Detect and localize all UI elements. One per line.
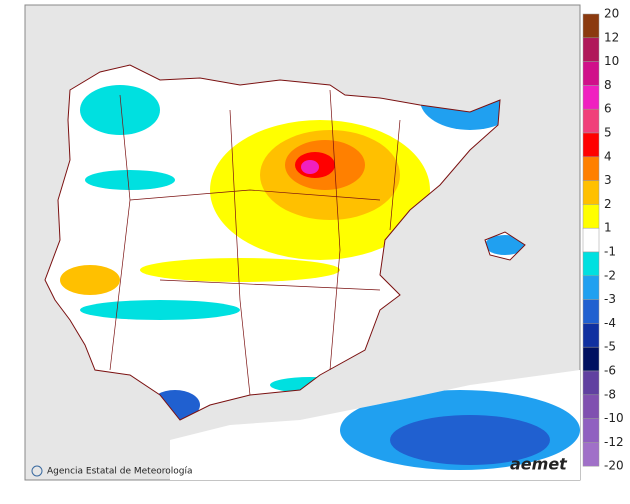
legend-swatch [582,442,600,467]
legend-swatch [582,323,600,348]
legend-label: 12 [604,30,619,44]
legend-label: 5 [604,126,612,140]
legend-swatch [582,85,600,110]
legend-swatch [582,156,600,181]
coastline [44,64,526,421]
legend-label: -6 [604,364,616,378]
credit-icon [31,465,43,477]
legend-swatch [582,370,600,396]
legend-swatch [582,251,600,277]
legend-label: -8 [604,387,616,401]
legend-label: 4 [604,149,612,163]
legend-label: -4 [604,316,616,330]
legend-label: 1 [604,221,612,235]
legend-label: -1 [604,245,616,259]
legend-label: 8 [604,78,612,92]
legend-label: 6 [604,102,612,116]
logo: aemet [510,455,568,474]
legend-label: -10 [604,411,624,425]
legend-label: 2 [604,197,612,211]
legend-label: -2 [604,268,616,282]
legend-swatch [582,108,600,134]
legend-swatch [582,346,600,372]
legend-swatch [582,299,600,324]
credit: Agencia Estatal de Meteorología [47,467,193,477]
legend-label: 10 [604,54,619,68]
legend-label: -20 [604,459,624,473]
legend-swatch [582,13,600,39]
legend-label: 3 [604,173,612,187]
legend-label: -3 [604,292,616,306]
legend-label: 20 [604,7,619,21]
legend-swatch [582,61,600,86]
legend-label: -5 [604,340,616,354]
legend-label: -12 [604,435,624,449]
legend-swatch [582,275,600,300]
legend-swatch [582,37,600,62]
legend-swatch [582,180,600,205]
legend-swatch [582,132,600,158]
province-borders [109,89,401,396]
legend-swatch [582,418,600,443]
legend-swatch [582,204,600,229]
color-legend: 20 12 10 8 6 5 4 3 2 1 -1 -2 -3 -4 -5 -6 -8 -10 -12 -20 [582,7,624,473]
legend-swatch [582,394,600,419]
legend-swatch [582,227,600,253]
